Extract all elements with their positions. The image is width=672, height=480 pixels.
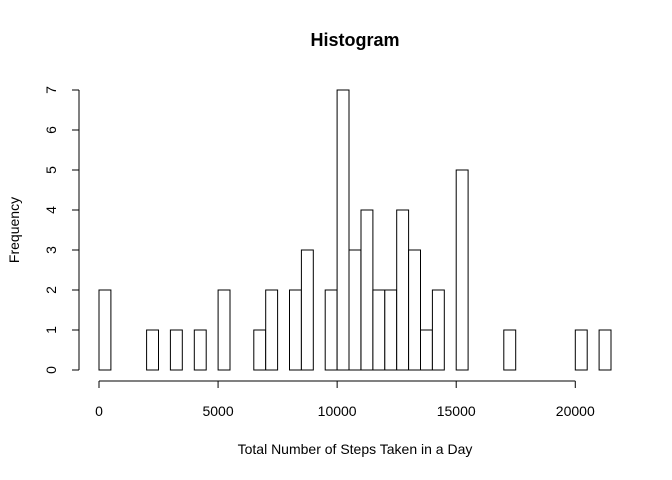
x-tick-label: 5000 [202, 403, 233, 419]
histogram-bar [169, 329, 183, 371]
histogram-bar [324, 289, 338, 371]
chart-title: Histogram [310, 30, 400, 50]
histogram-bar [598, 329, 612, 371]
y-tick-label: 1 [43, 326, 59, 334]
x-tick-label: 0 [95, 403, 103, 419]
y-tick-label: 7 [43, 86, 59, 94]
histogram-bar [253, 329, 267, 371]
y-tick-label: 0 [43, 366, 59, 374]
y-tick-label: 2 [43, 286, 59, 294]
x-tick-label: 15000 [437, 403, 476, 419]
histogram-bar [193, 329, 207, 371]
x-tick-label: 20000 [556, 403, 595, 419]
histogram-bar [300, 249, 314, 371]
histogram-bar [408, 249, 422, 371]
histogram-bar [98, 289, 112, 371]
histogram-bar [574, 329, 588, 371]
histogram-bar [348, 249, 362, 371]
histogram-bar [336, 89, 350, 371]
y-tick-label: 6 [43, 126, 59, 134]
x-axis-label: Total Number of Steps Taken in a Day [237, 441, 473, 457]
histogram-bar [431, 289, 445, 371]
histogram-bar [503, 329, 517, 371]
histogram-bar [265, 289, 279, 371]
y-tick-label: 3 [43, 246, 59, 254]
bars-group [98, 89, 612, 371]
y-tick-label: 4 [43, 206, 59, 214]
histogram-bar [360, 209, 374, 371]
histogram-bar [396, 209, 410, 371]
histogram-bar [146, 329, 160, 371]
histogram-bar [420, 329, 433, 371]
histogram-bar [217, 289, 231, 371]
y-axis: 0 1 2 3 4 5 6 7 [43, 86, 80, 374]
histogram-bar [289, 289, 302, 371]
x-tick-label: 10000 [318, 403, 357, 419]
histogram-bar [372, 289, 386, 371]
x-axis: 0 5000 10000 15000 20000 [95, 380, 595, 419]
y-tick-label: 5 [43, 166, 59, 174]
histogram-bar [455, 169, 469, 371]
histogram-bar [384, 289, 398, 371]
